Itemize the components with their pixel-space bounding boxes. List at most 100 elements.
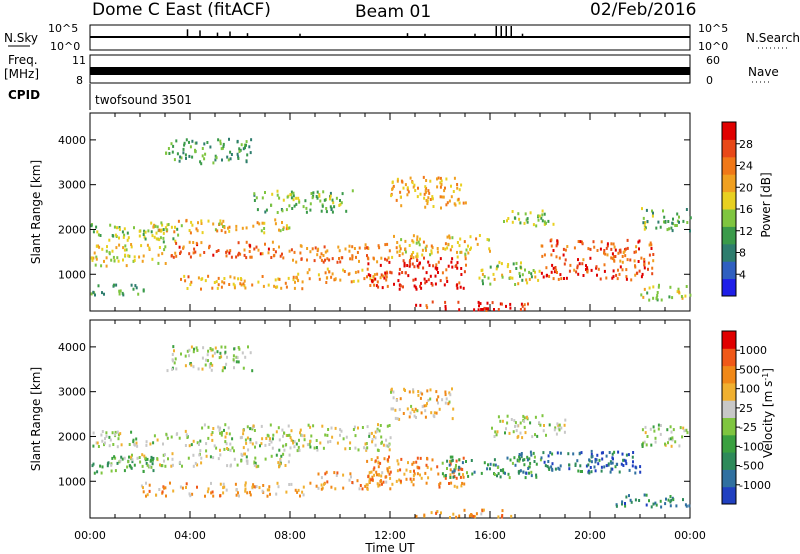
echo-cell bbox=[127, 460, 130, 464]
echo-cell bbox=[666, 428, 669, 432]
echo-cell bbox=[655, 226, 658, 230]
echo-cell bbox=[481, 509, 484, 513]
echo-cell bbox=[494, 430, 497, 434]
echo-cell bbox=[189, 494, 192, 498]
echo-cell bbox=[426, 306, 429, 310]
velocity-echo-cells bbox=[91, 345, 691, 519]
echo-cell bbox=[619, 248, 622, 252]
echo-cell bbox=[302, 493, 305, 497]
echo-cell bbox=[188, 140, 190, 144]
echo-cell bbox=[184, 444, 187, 447]
echo-cell bbox=[92, 230, 95, 234]
echo-cell bbox=[302, 444, 305, 448]
echo-cell bbox=[439, 481, 442, 485]
xtick-label: 04:00 bbox=[174, 529, 206, 542]
echo-cell bbox=[148, 464, 151, 468]
echo-cell bbox=[205, 358, 208, 362]
echo-cell bbox=[425, 190, 428, 194]
echo-cell bbox=[390, 390, 392, 394]
echo-cell bbox=[320, 209, 323, 213]
echo-cell bbox=[236, 356, 239, 360]
echo-cell bbox=[347, 272, 350, 276]
echo-cell bbox=[316, 190, 319, 194]
echo-cell bbox=[585, 268, 587, 271]
echo-cell bbox=[210, 491, 213, 495]
echo-cell bbox=[185, 482, 188, 486]
echo-cell bbox=[211, 431, 214, 434]
echo-cell bbox=[416, 264, 419, 268]
echo-cell bbox=[336, 441, 339, 445]
echo-cell bbox=[398, 417, 401, 421]
echo-cell bbox=[235, 228, 238, 232]
echo-cell bbox=[378, 246, 381, 250]
echo-cell bbox=[180, 224, 183, 228]
echo-cell bbox=[557, 466, 560, 470]
echo-cell bbox=[409, 176, 412, 180]
echo-cell bbox=[412, 240, 415, 244]
colorbar-segment bbox=[722, 348, 736, 367]
echo-cell bbox=[227, 426, 230, 430]
echo-cell bbox=[534, 415, 537, 419]
echo-cell bbox=[116, 445, 119, 449]
echo-cell bbox=[175, 432, 178, 436]
echo-cell bbox=[398, 244, 401, 248]
echo-cell bbox=[169, 481, 171, 485]
echo-cell bbox=[448, 463, 451, 467]
echo-cell bbox=[218, 356, 221, 360]
echo-cell bbox=[252, 485, 255, 489]
echo-cell bbox=[279, 229, 282, 233]
echo-cell bbox=[415, 241, 418, 245]
echo-cell bbox=[269, 492, 271, 496]
echo-cell bbox=[219, 139, 222, 143]
echo-cell bbox=[422, 266, 425, 270]
echo-cell bbox=[247, 345, 249, 349]
colorbar-segment bbox=[722, 122, 736, 140]
echo-cell bbox=[313, 259, 316, 263]
echo-cell bbox=[653, 429, 656, 433]
echo-cell bbox=[252, 424, 255, 428]
ytick-label: 2000 bbox=[58, 223, 86, 236]
echo-cell bbox=[380, 482, 383, 486]
echo-cell bbox=[526, 458, 529, 462]
echo-cell bbox=[564, 418, 567, 422]
echo-cell bbox=[210, 362, 212, 366]
echo-cell bbox=[543, 253, 546, 257]
echo-cell bbox=[525, 278, 528, 282]
echo-cell bbox=[526, 281, 529, 285]
echo-cell bbox=[437, 395, 440, 399]
echo-cell bbox=[344, 247, 347, 251]
echo-cell bbox=[416, 254, 419, 258]
echo-cell bbox=[335, 196, 338, 200]
echo-cell bbox=[108, 444, 111, 448]
echo-cell bbox=[531, 435, 534, 439]
echo-cell bbox=[257, 248, 260, 252]
echo-cell bbox=[613, 259, 616, 263]
echo-cell bbox=[453, 469, 456, 473]
echo-cell bbox=[448, 391, 451, 395]
echo-cell bbox=[237, 360, 240, 364]
echo-cell bbox=[171, 463, 174, 467]
echo-cell bbox=[163, 459, 165, 463]
echo-cell bbox=[390, 387, 393, 391]
echo-cell bbox=[685, 208, 688, 211]
echo-cell bbox=[651, 266, 654, 270]
echo-cell bbox=[624, 247, 627, 251]
echo-cell bbox=[517, 212, 520, 216]
echo-cell bbox=[162, 240, 165, 244]
echo-cell bbox=[97, 244, 99, 248]
echo-cell bbox=[194, 461, 197, 465]
echo-cell bbox=[417, 240, 420, 244]
echo-cell bbox=[523, 303, 526, 307]
echo-cell bbox=[279, 254, 282, 258]
echo-cell bbox=[268, 485, 271, 489]
echo-cell bbox=[98, 245, 101, 249]
echo-cell bbox=[372, 275, 375, 279]
echo-cell bbox=[238, 147, 241, 151]
echo-cell bbox=[641, 272, 644, 276]
xlabel: Time UT bbox=[364, 541, 415, 554]
echo-cell bbox=[519, 265, 522, 269]
echo-cell bbox=[547, 454, 550, 458]
echo-cell bbox=[379, 424, 382, 427]
echo-cell bbox=[385, 275, 388, 279]
echo-cell bbox=[294, 488, 297, 492]
